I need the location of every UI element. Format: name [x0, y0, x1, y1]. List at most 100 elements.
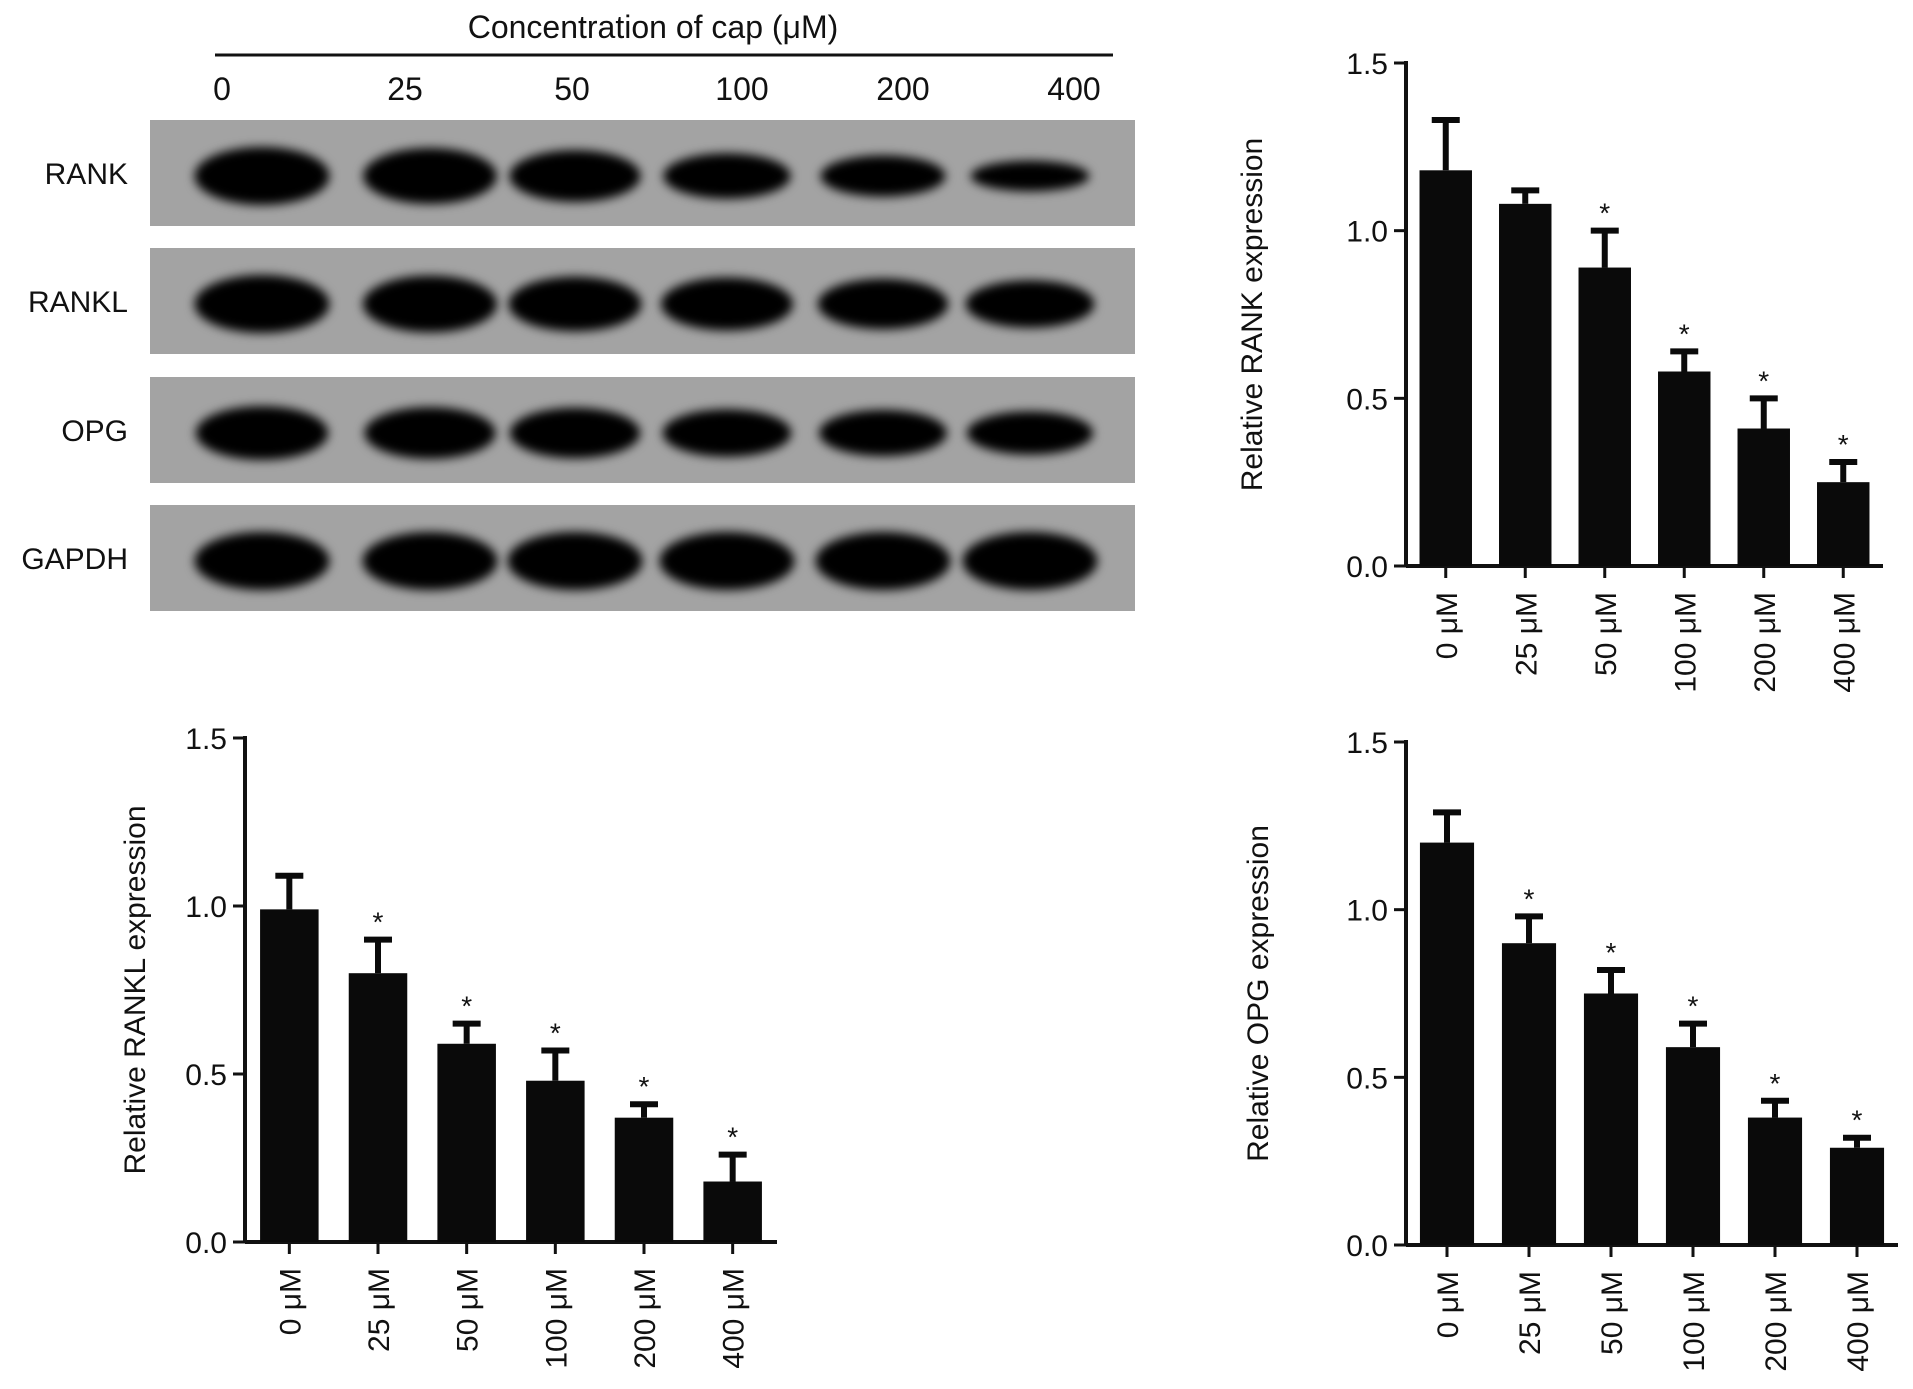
blot-row-label: RANK — [45, 158, 128, 191]
significance-marker: * — [373, 907, 384, 938]
x-tick-label: 25 μM — [363, 1268, 396, 1352]
blot-row-gapdh: GAPDH — [21, 505, 1135, 611]
blot-band — [364, 407, 496, 459]
blot-band — [362, 532, 498, 590]
blot-header: Concentration of cap (μM) — [468, 9, 839, 45]
blot-band — [663, 153, 791, 199]
bar — [526, 1080, 585, 1242]
blot-lane-label: 100 — [715, 71, 768, 107]
bar — [1419, 170, 1472, 566]
bar — [260, 909, 319, 1242]
bar — [1737, 428, 1790, 566]
x-tick-label: 50 μM — [1590, 592, 1623, 676]
blot-lane-label: 25 — [387, 71, 423, 107]
y-axis-label: Relative RANKL expression — [119, 805, 152, 1174]
blot-band — [817, 278, 949, 330]
blot-lane-label: 0 — [213, 71, 231, 107]
significance-marker: * — [1524, 883, 1535, 914]
bar — [1747, 1117, 1803, 1245]
x-tick-label: 400 μM — [1842, 1271, 1875, 1372]
x-tick-label: 25 μM — [1510, 592, 1543, 676]
x-tick-label: 50 μM — [452, 1268, 485, 1352]
significance-marker: * — [1838, 429, 1849, 460]
significance-marker: * — [1679, 318, 1690, 349]
significance-marker: * — [1852, 1105, 1863, 1136]
western-blot-panel: Concentration of cap (μM) 0 25 50 100 200 400… — [21, 9, 1135, 611]
opg-expression-chart: 0.0 0.5 1.0 1.5 Relative OPG expression 0 μM *… — [1242, 727, 1898, 1372]
bar — [703, 1181, 762, 1242]
blot-band — [509, 407, 641, 459]
blot-band — [970, 160, 1090, 192]
y-tick-label: 0.5 — [1346, 1062, 1388, 1095]
bar — [348, 973, 408, 1242]
y-tick-label: 0.0 — [1346, 551, 1388, 584]
blot-band — [362, 275, 498, 333]
bar — [1578, 267, 1631, 566]
blot-row-label: RANKL — [28, 286, 128, 319]
blot-row-rankl: RANKL — [28, 248, 1135, 354]
x-tick-label: 200 μM — [629, 1268, 662, 1369]
significance-marker: * — [1688, 991, 1699, 1022]
x-tick-label: 25 μM — [1514, 1271, 1547, 1355]
bar — [1829, 1147, 1885, 1245]
bar — [1419, 842, 1475, 1245]
x-tick-label: 0 μM — [1432, 1271, 1465, 1338]
blot-band — [966, 411, 1094, 455]
x-tick-label: 50 μM — [1596, 1271, 1629, 1355]
y-tick-label: 1.0 — [1346, 216, 1388, 249]
y-axis-label: Relative RANK expression — [1236, 138, 1269, 491]
y-tick-label: 1.0 — [185, 891, 227, 924]
bar — [1658, 371, 1711, 566]
significance-marker: * — [1606, 937, 1617, 968]
x-tick-label: 0 μM — [274, 1268, 307, 1335]
x-tick-label: 100 μM — [1669, 592, 1702, 693]
blot-band — [194, 147, 330, 205]
bar — [1665, 1047, 1721, 1245]
y-tick-label: 1.0 — [1346, 895, 1388, 928]
blot-band — [194, 532, 330, 590]
significance-marker: * — [550, 1017, 561, 1048]
rank-expression-chart: 0.0 0.5 1.0 1.5 Relative RANK expression 0 μM… — [1236, 48, 1883, 693]
y-tick-label: 1.5 — [185, 723, 227, 756]
blot-band — [820, 155, 946, 197]
blot-lane-labels: 0 25 50 100 200 400 — [213, 71, 1101, 107]
blot-band — [819, 409, 947, 457]
rankl-expression-chart: 0.0 0.5 1.0 1.5 Relative RANKL expression 0 μ… — [119, 723, 777, 1369]
blot-row-rank: RANK — [45, 120, 1135, 226]
y-tick-label: 0.0 — [185, 1227, 227, 1260]
x-tick-label: 400 μM — [1828, 592, 1861, 693]
y-tick-label: 1.5 — [1346, 727, 1388, 760]
blot-row-label: OPG — [61, 415, 128, 448]
blot-band — [194, 275, 330, 333]
y-tick-label: 0.5 — [1346, 383, 1388, 416]
blot-band — [962, 532, 1098, 590]
blot-band — [965, 280, 1095, 328]
x-tick-label: 400 μM — [718, 1268, 751, 1369]
y-axis-label: Relative OPG expression — [1242, 825, 1275, 1162]
x-tick-label: 100 μM — [540, 1268, 573, 1369]
blot-band — [363, 148, 497, 204]
x-tick-label: 100 μM — [1678, 1271, 1711, 1372]
significance-marker: * — [639, 1071, 650, 1102]
blot-band — [815, 532, 951, 590]
significance-marker: * — [1770, 1068, 1781, 1099]
bar — [1499, 203, 1552, 566]
blot-band — [659, 532, 795, 590]
significance-marker: * — [1758, 365, 1769, 396]
bar — [1817, 482, 1870, 566]
blot-band — [662, 409, 792, 457]
blot-lane-label: 200 — [876, 71, 929, 107]
x-tick-label: 200 μM — [1749, 592, 1782, 693]
bar — [1501, 943, 1557, 1245]
bar — [437, 1043, 496, 1242]
significance-marker: * — [1599, 198, 1610, 229]
blot-band — [508, 276, 642, 332]
x-tick-label: 200 μM — [1760, 1271, 1793, 1372]
bar — [614, 1117, 674, 1242]
y-tick-label: 0.5 — [185, 1059, 227, 1092]
blot-lane-label: 400 — [1047, 71, 1100, 107]
y-tick-label: 1.5 — [1346, 48, 1388, 81]
x-tick-label: 0 μM — [1431, 592, 1464, 659]
significance-marker: * — [461, 991, 472, 1022]
